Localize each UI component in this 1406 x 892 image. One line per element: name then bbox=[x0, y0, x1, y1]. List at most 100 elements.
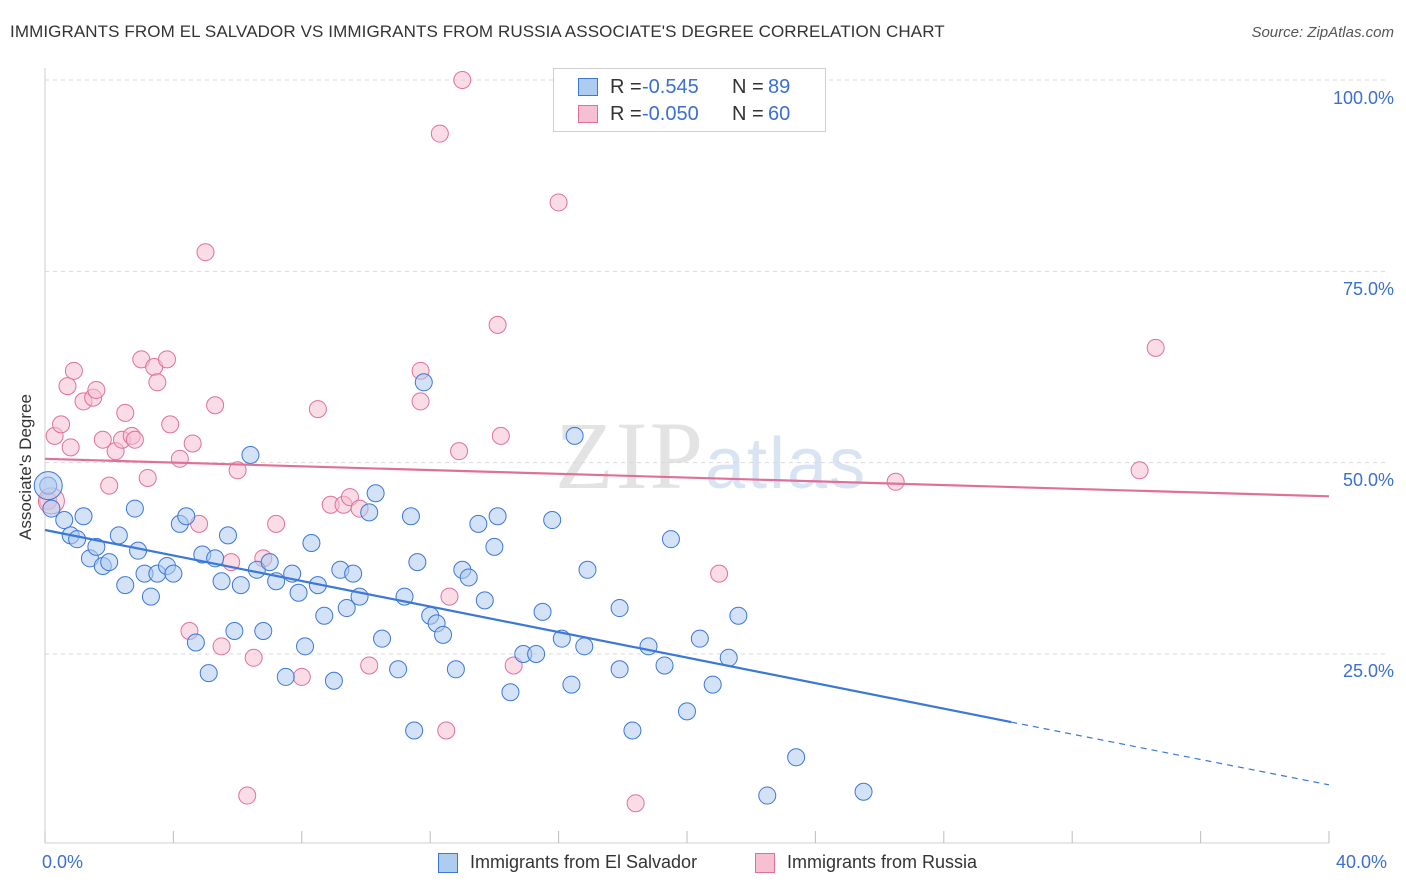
el-salvador-point bbox=[854, 782, 873, 801]
el-salvador-point bbox=[787, 748, 806, 767]
el-salvador-point bbox=[315, 606, 334, 625]
legend-r-label: R = bbox=[610, 102, 642, 125]
russia-point bbox=[491, 426, 510, 445]
el-salvador-point bbox=[254, 622, 273, 641]
el-salvador-point bbox=[543, 511, 562, 530]
legend-r-value: -0.545 bbox=[642, 75, 699, 98]
el-salvador-point bbox=[565, 426, 584, 445]
el-salvador-point bbox=[125, 499, 144, 518]
legend-r-label: R = bbox=[610, 75, 642, 98]
russia-point bbox=[148, 373, 167, 392]
el-salvador-point bbox=[578, 560, 597, 579]
legend-swatch-pink bbox=[755, 852, 775, 873]
el-salvador-point bbox=[260, 553, 279, 572]
russia-point bbox=[450, 442, 469, 461]
el-salvador-point bbox=[446, 660, 465, 679]
russia-point bbox=[212, 637, 231, 656]
el-salvador-point bbox=[373, 629, 392, 648]
el-salvador-point bbox=[199, 664, 218, 683]
russia-point bbox=[183, 434, 202, 453]
el-salvador-point bbox=[177, 507, 196, 526]
x-tick-label: 40.0% bbox=[1336, 852, 1388, 872]
russia-point bbox=[308, 400, 327, 419]
watermark: ZIPatlas bbox=[555, 400, 867, 511]
russia-point bbox=[87, 380, 106, 399]
russia-point bbox=[360, 656, 379, 675]
el-salvador-point bbox=[690, 629, 709, 648]
watermark-atlas: atlas bbox=[705, 424, 868, 504]
el-salvador-point bbox=[68, 530, 87, 549]
legend-swatch-blue bbox=[578, 78, 598, 96]
russia-point bbox=[170, 449, 189, 468]
el-salvador-point bbox=[655, 656, 674, 675]
el-salvador-point bbox=[703, 675, 722, 694]
russia-point bbox=[1130, 461, 1149, 480]
el-salvador-point bbox=[434, 625, 453, 644]
chart-title: IMMIGRANTS FROM EL SALVADOR VS IMMIGRANT… bbox=[10, 22, 945, 41]
russia-point bbox=[58, 377, 77, 396]
el-salvador-point bbox=[575, 637, 594, 656]
el-salvador-point bbox=[164, 564, 183, 583]
russia-point bbox=[61, 438, 80, 457]
legend-series-label: Immigrants from El Salvador bbox=[470, 852, 698, 872]
el-salvador-point bbox=[116, 576, 135, 595]
russia-point bbox=[93, 430, 112, 449]
legend-row-el-salvador: R = -0.545 N = 89 bbox=[578, 75, 790, 99]
trend-lines bbox=[44, 457, 1330, 786]
russia-point bbox=[228, 461, 247, 480]
el-salvador-point bbox=[610, 660, 629, 679]
legend-row-russia: R = -0.050 N = 60 bbox=[578, 102, 790, 126]
el-salvador-point bbox=[527, 644, 546, 663]
el-salvador-point bbox=[488, 507, 507, 526]
el-salvador-point bbox=[324, 671, 343, 690]
el-salvador-point bbox=[414, 373, 433, 392]
russia-point bbox=[206, 396, 225, 415]
el-salvador-point-large bbox=[33, 471, 63, 501]
el-salvador-point bbox=[401, 507, 420, 526]
russia-point bbox=[453, 71, 472, 89]
el-salvador-point bbox=[459, 568, 478, 587]
russia-point bbox=[267, 514, 286, 533]
el-salvador-point bbox=[366, 484, 385, 503]
russia-point bbox=[125, 430, 144, 449]
russia-point bbox=[504, 656, 523, 675]
russia-point bbox=[411, 392, 430, 411]
el-salvador-point bbox=[231, 576, 250, 595]
el-salvador-point bbox=[661, 530, 680, 549]
el-salvador-point bbox=[501, 683, 520, 702]
legend-n-label: N = bbox=[732, 102, 764, 125]
el-salvador-point bbox=[225, 622, 244, 641]
y-tick-label: 100.0% bbox=[1332, 88, 1394, 108]
el-salvador-point bbox=[100, 553, 119, 572]
legend-swatch-pink bbox=[578, 105, 598, 123]
y-axis-label: Associate's Degree bbox=[16, 394, 35, 540]
el-salvador-trend-line bbox=[44, 528, 1012, 724]
series-el-salvador-points bbox=[33, 373, 873, 805]
russia-point bbox=[710, 564, 729, 583]
el-salvador-point bbox=[55, 511, 74, 530]
russia-point bbox=[626, 794, 645, 813]
el-salvador-point bbox=[533, 602, 552, 621]
russia-point bbox=[292, 667, 311, 686]
legend-n-label: N = bbox=[732, 75, 764, 98]
russia-point bbox=[116, 403, 135, 422]
el-salvador-trend-extension bbox=[1011, 721, 1330, 786]
el-salvador-point bbox=[87, 537, 106, 556]
legend-swatch-blue bbox=[438, 852, 458, 873]
source-credit: Source: ZipAtlas.com bbox=[1251, 24, 1394, 41]
russia-point bbox=[886, 472, 905, 491]
russia-point bbox=[488, 315, 507, 334]
russia-point bbox=[437, 721, 456, 740]
russia-point bbox=[161, 415, 180, 434]
el-salvador-point bbox=[186, 633, 205, 652]
el-salvador-point bbox=[74, 507, 93, 526]
el-salvador-point bbox=[729, 606, 748, 625]
y-tick-label: 25.0% bbox=[1342, 661, 1394, 681]
el-salvador-point bbox=[337, 599, 356, 618]
watermark-zip: ZIP bbox=[555, 402, 705, 509]
russia-point bbox=[1146, 338, 1165, 357]
russia-point bbox=[430, 124, 449, 143]
el-salvador-point bbox=[302, 534, 321, 553]
bottom-legend-russia: Immigrants from Russia bbox=[755, 852, 977, 873]
